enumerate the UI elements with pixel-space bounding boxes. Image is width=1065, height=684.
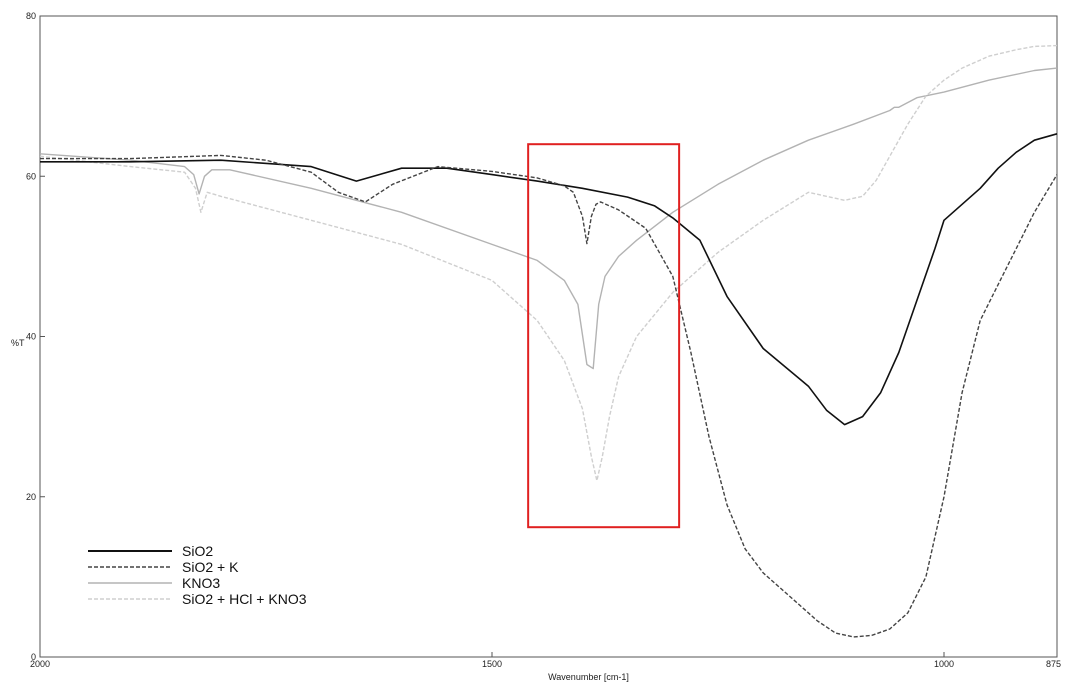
x-tick-label: 1500 [482, 659, 502, 669]
series-layer [39, 44, 1058, 638]
legend-label: SiO2 + HCl + KNO3 [182, 591, 307, 607]
x-axis-label: Wavenumber [cm-1] [548, 672, 629, 682]
legend-label: SiO2 [182, 543, 213, 559]
x-tick-label: 2000 [30, 659, 50, 669]
y-tick-label: 80 [26, 11, 36, 21]
legend-label: KNO3 [182, 575, 220, 591]
y-axis-label: %T [11, 338, 25, 348]
series-line-4 [39, 44, 1058, 482]
x-tick-label: 1000 [934, 659, 954, 669]
series-line-1 [40, 133, 1058, 426]
highlight-box [527, 143, 681, 529]
legend-label: SiO2 + K [182, 559, 239, 575]
series-line-3 [39, 67, 1058, 370]
y-tick-label: 40 [26, 332, 36, 342]
x-tick-label: 875 [1046, 659, 1061, 669]
series-line-2 [40, 154, 1058, 638]
y-tick-label: 60 [26, 171, 36, 181]
axis-ticks: 0 20 40 60 80 2000 1500 1000 875 [26, 11, 1061, 669]
y-tick-label: 20 [26, 492, 36, 502]
y-tick-label: 0 [31, 652, 36, 662]
